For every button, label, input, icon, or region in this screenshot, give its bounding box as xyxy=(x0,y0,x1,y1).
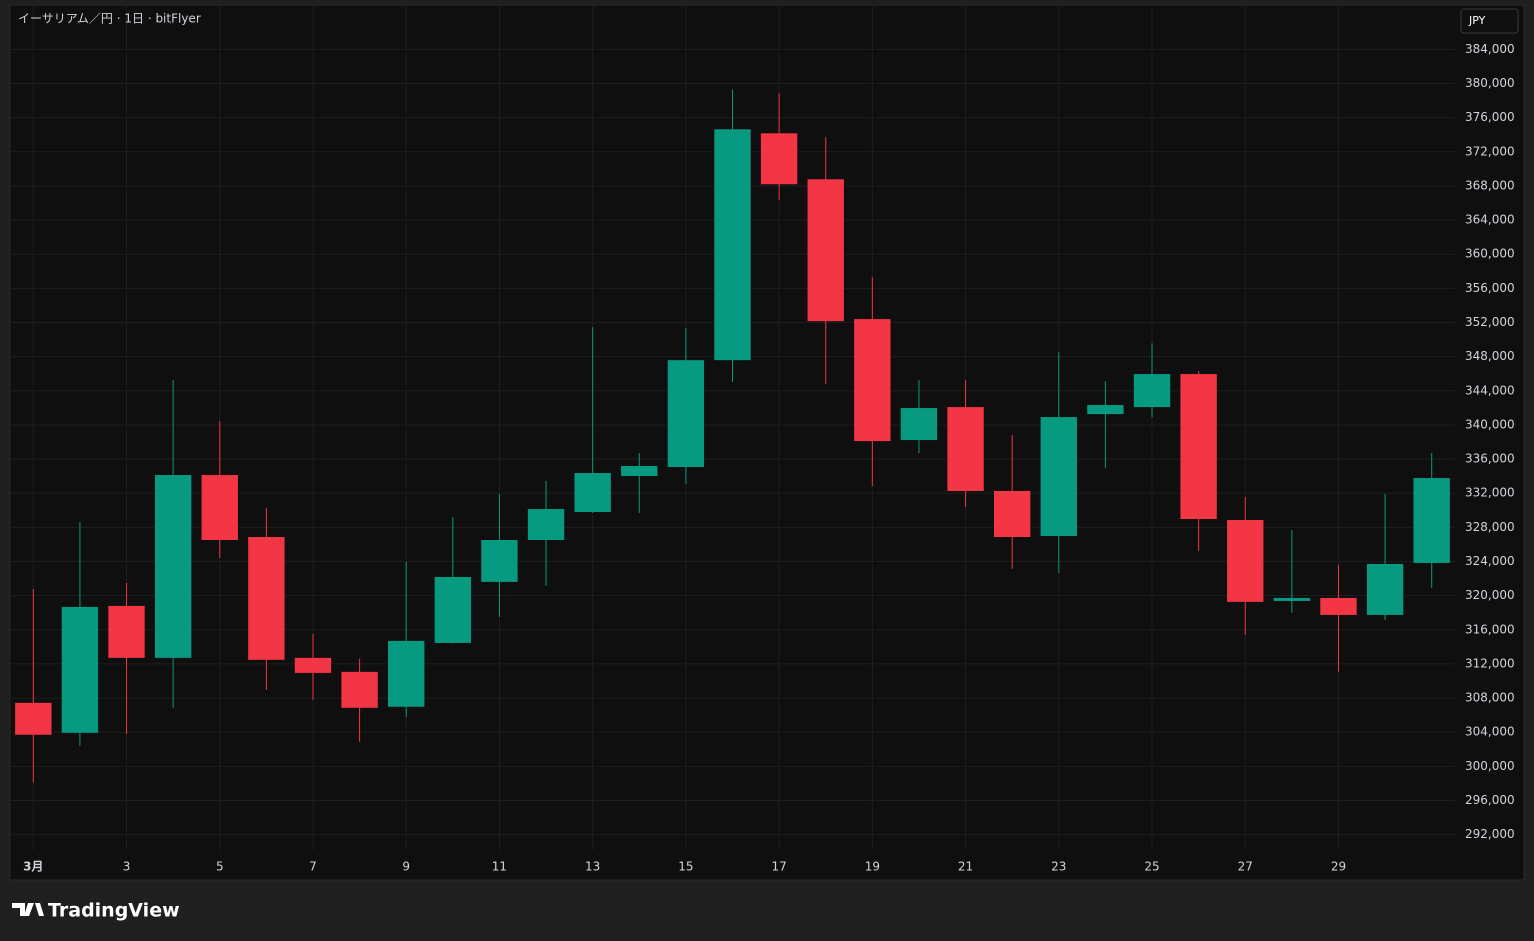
candle-body xyxy=(807,179,844,322)
y-tick-label: 308,000 xyxy=(1465,691,1515,705)
y-tick-label: 356,000 xyxy=(1465,281,1515,295)
candle-body xyxy=(294,657,332,673)
candle-body xyxy=(388,640,425,707)
logo-icon xyxy=(12,903,44,916)
chart-title: イーサリアム／円 · 1日 · bitFlyer xyxy=(18,12,201,26)
y-tick-label: 384,000 xyxy=(1465,42,1515,56)
candle-body xyxy=(1320,597,1357,615)
candle-body xyxy=(900,408,938,441)
y-tick-label: 300,000 xyxy=(1465,759,1515,773)
y-tick-label: 328,000 xyxy=(1465,520,1515,534)
y-tick-label: 316,000 xyxy=(1465,622,1515,636)
candle-body xyxy=(714,129,751,361)
x-tick-label: 7 xyxy=(309,860,317,874)
candle-body xyxy=(108,605,145,658)
candle-body xyxy=(434,576,472,643)
x-tick-label: 25 xyxy=(1144,860,1159,874)
currency-button[interactable] xyxy=(1460,8,1519,34)
candle-body xyxy=(1180,374,1217,519)
candle-body xyxy=(1040,417,1077,536)
y-tick-label: 348,000 xyxy=(1465,349,1515,363)
x-tick-label: 29 xyxy=(1331,860,1346,874)
candle-body xyxy=(15,702,52,735)
candle-body xyxy=(1227,520,1264,602)
labels: 292,000 296,000 300,000 304,000 308,000 312,0… xyxy=(23,42,1514,874)
candle-body xyxy=(248,537,285,660)
y-tick-label: 304,000 xyxy=(1465,725,1515,739)
y-tick-label: 380,000 xyxy=(1465,76,1515,90)
y-tick-label: 324,000 xyxy=(1465,554,1515,568)
x-tick-label: 17 xyxy=(771,860,786,874)
candle-body xyxy=(61,606,99,733)
y-tick-label: 320,000 xyxy=(1465,588,1515,602)
candle-body xyxy=(527,509,565,540)
candle-body xyxy=(854,319,891,442)
x-tick-label: 3月 xyxy=(23,860,43,874)
candle-body xyxy=(154,475,192,658)
y-tick-label: 368,000 xyxy=(1465,178,1515,192)
candle-body xyxy=(947,407,984,492)
candle-body xyxy=(341,671,378,708)
x-tick-label: 13 xyxy=(585,860,600,874)
y-tick-label: 344,000 xyxy=(1465,383,1515,397)
y-tick-label: 292,000 xyxy=(1465,827,1515,841)
x-tick-label: 3 xyxy=(123,860,131,874)
y-tick-label: 372,000 xyxy=(1465,144,1515,158)
currency-label[interactable]: JPY xyxy=(1468,14,1486,27)
y-tick-label: 332,000 xyxy=(1465,486,1515,500)
y-tick-label: 364,000 xyxy=(1465,213,1515,227)
y-tick-label: 336,000 xyxy=(1465,452,1515,466)
x-tick-label: 27 xyxy=(1238,860,1253,874)
x-tick-label: 15 xyxy=(678,860,693,874)
candle-body xyxy=(1366,563,1404,615)
candle-body xyxy=(1273,597,1311,601)
candle-body xyxy=(1413,478,1450,563)
logo: TradingView xyxy=(12,900,180,922)
x-tick-label: 11 xyxy=(492,860,507,874)
x-tick-label: 9 xyxy=(402,860,410,874)
x-tick-label: 23 xyxy=(1051,860,1066,874)
candle-body xyxy=(481,539,518,582)
candle-body xyxy=(574,472,611,512)
candle-body xyxy=(1087,405,1124,415)
y-tick-label: 352,000 xyxy=(1465,315,1515,329)
y-tick-label: 312,000 xyxy=(1465,656,1515,670)
y-tick-label: 376,000 xyxy=(1465,110,1515,124)
x-tick-label: 5 xyxy=(216,860,224,874)
candle-body xyxy=(201,475,238,540)
y-tick-label: 360,000 xyxy=(1465,247,1515,261)
x-tick-label: 21 xyxy=(958,860,973,874)
logo-text: TradingView xyxy=(48,900,180,922)
candle-body xyxy=(760,133,798,185)
candles xyxy=(15,89,1450,783)
candle-body xyxy=(993,491,1031,538)
y-tick-label: 340,000 xyxy=(1465,417,1515,431)
candle-body xyxy=(667,360,705,468)
candle-body xyxy=(621,465,658,476)
y-tick-label: 296,000 xyxy=(1465,793,1515,807)
x-tick-label: 19 xyxy=(865,860,880,874)
candle-body xyxy=(1133,374,1171,408)
